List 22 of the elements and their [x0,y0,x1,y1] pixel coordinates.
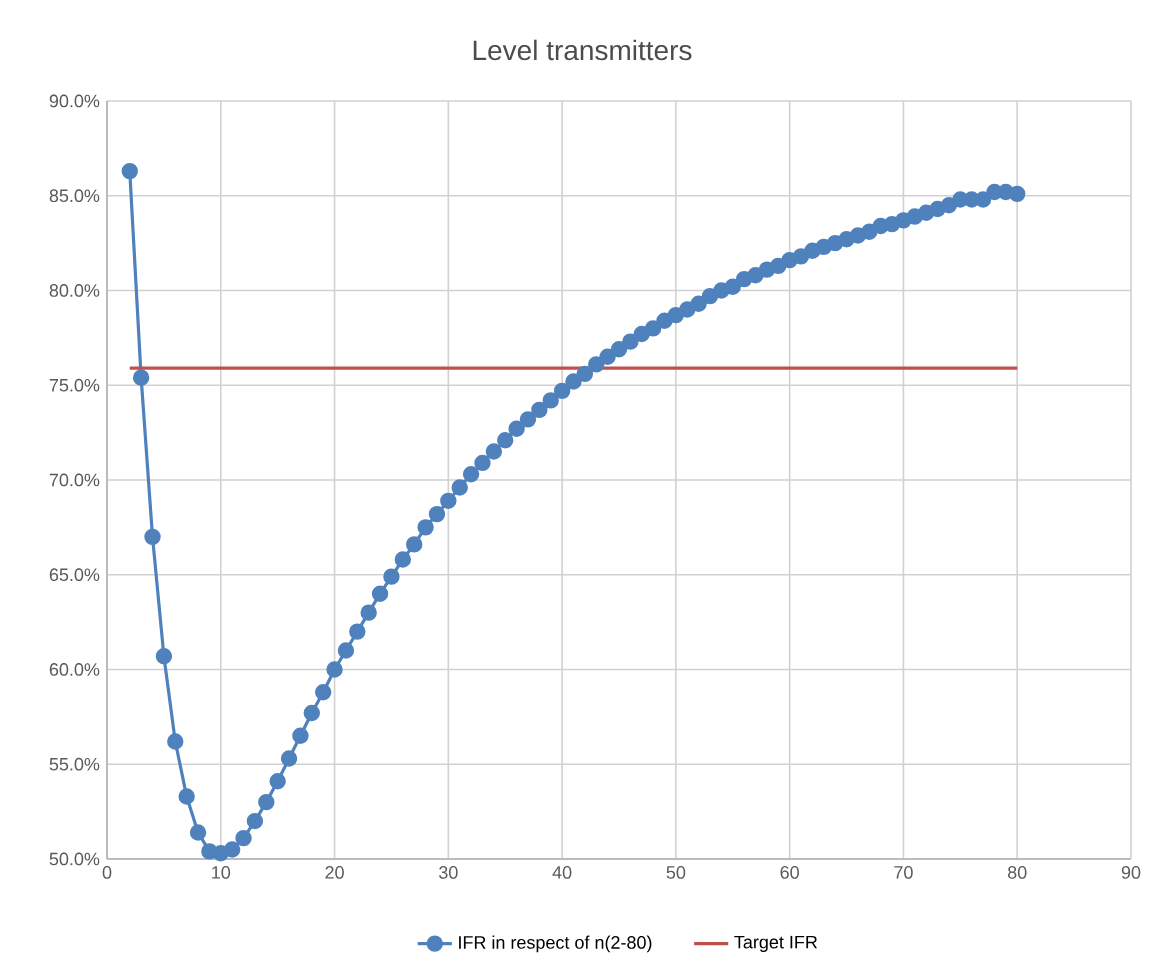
x-tick-label: 60 [780,866,799,879]
y-tick-label: 80.0% [49,284,100,297]
x-tick-label: 10 [212,866,231,879]
x-tick-label: 50 [666,866,686,879]
x-tick-label: 0 [102,866,112,879]
y-tick-label: 75.0% [49,378,100,392]
x-tick-label: 80 [1007,866,1027,879]
y-tick-label: 85.0% [49,189,100,203]
y-tick-label: 50.0% [49,852,100,866]
x-tick-label: 90 [1121,866,1141,879]
y-tick-label: 90.0% [49,94,100,108]
chart-title: Level transmitters [473,39,692,61]
y-tick-label: 55.0% [49,757,100,771]
legend-label: IFR in respect of n(2-80) [459,935,652,953]
legend-label: Target IFR [734,935,818,953]
y-tick-label: 65.0% [49,568,100,582]
x-tick-label: 20 [325,866,344,879]
y-tick-label: 70.0% [49,473,100,487]
x-tick-label: 30 [439,866,458,879]
x-tick-label: 40 [552,866,572,879]
x-tick-label: 70 [894,866,913,879]
y-tick-label: 60.0% [49,663,100,676]
